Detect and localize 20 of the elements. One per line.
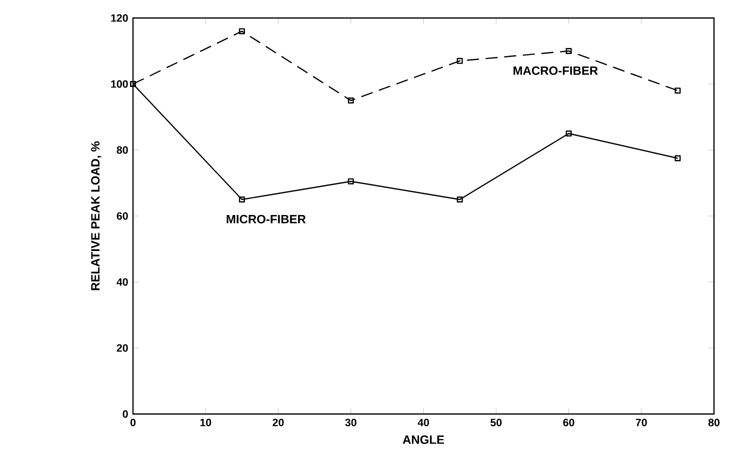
- x-tick-label: 0: [130, 418, 136, 426]
- y-tick-label: 60: [116, 212, 128, 220]
- x-tick-label: 40: [418, 418, 429, 426]
- y-axis-title: RELATIVE PEAK LOAD, %: [91, 141, 102, 290]
- x-tick-label: 80: [708, 418, 720, 426]
- x-axis-title: ANGLE: [402, 435, 444, 444]
- y-tick-label: 100: [111, 80, 128, 88]
- series-label: MACRO-FIBER: [514, 66, 598, 75]
- x-tick-label: 70: [636, 418, 647, 426]
- x-tick-label: 50: [490, 418, 502, 426]
- y-tick-label: 20: [116, 344, 128, 352]
- x-tick-label: 60: [563, 418, 574, 426]
- x-tick-label: 30: [345, 418, 356, 426]
- x-tick-label: 20: [272, 418, 284, 426]
- y-tick-label: 120: [111, 14, 128, 22]
- x-tick-label: 10: [200, 418, 212, 426]
- series-label: MICRO-FIBER: [226, 214, 306, 224]
- y-tick-label: 0: [122, 410, 128, 418]
- y-tick-label: 40: [116, 278, 128, 286]
- y-tick-label: 80: [116, 146, 128, 154]
